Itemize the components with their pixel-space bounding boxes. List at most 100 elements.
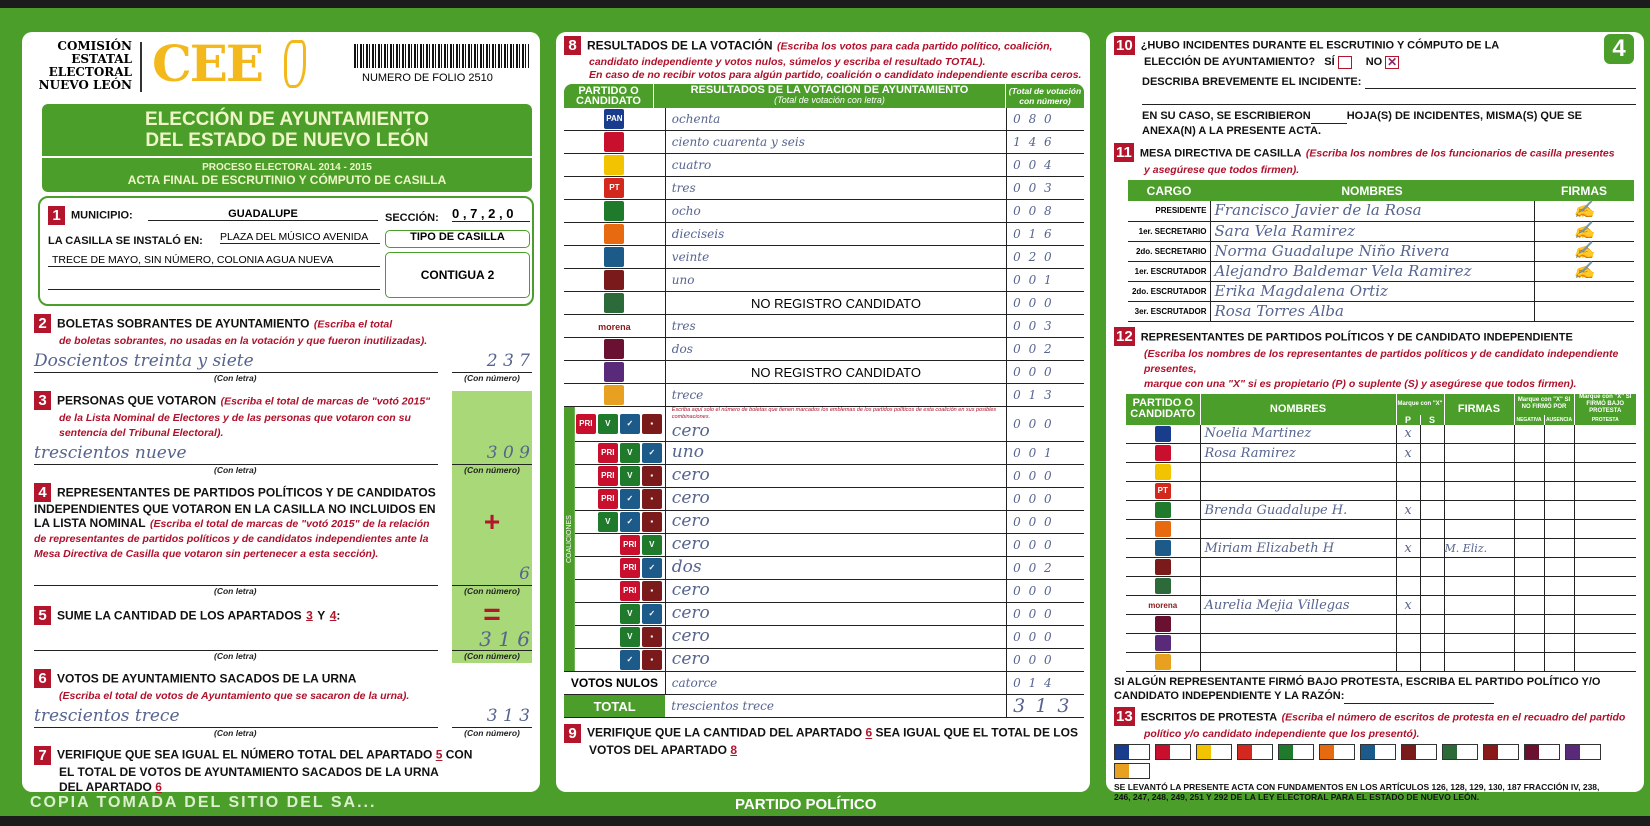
propietario-check[interactable] [1395,652,1420,672]
protest-box[interactable] [1401,744,1437,760]
protesta-check[interactable] [1573,424,1637,444]
rep-nombre-field[interactable] [1199,614,1396,634]
suma-numero-field[interactable]: 3 1 6 [452,628,532,651]
firma-field[interactable] [1533,281,1634,301]
suplente-check[interactable] [1419,576,1444,596]
votos-numero-field[interactable]: 0 8 0 [1006,108,1084,131]
rep-firma-field[interactable] [1443,576,1514,596]
negativa-check[interactable] [1513,557,1544,577]
negativa-check[interactable] [1513,519,1544,539]
propietario-check[interactable] [1395,557,1420,577]
votos-letra-field[interactable]: ochenta [665,108,1007,131]
propietario-check[interactable] [1395,481,1420,501]
rep-firma-field[interactable] [1443,633,1514,653]
votos-numero-field[interactable]: 0 0 4 [1006,153,1084,177]
rep-firma-field[interactable] [1443,652,1514,672]
propietario-check[interactable] [1395,633,1420,653]
firma-field[interactable]: ✍ [1533,241,1634,261]
protest-box[interactable] [1114,763,1150,779]
negativa-check[interactable] [1513,443,1544,463]
protesta-check[interactable] [1573,519,1637,539]
negativa-check[interactable] [1513,538,1544,558]
protest-box[interactable] [1196,744,1232,760]
ausencia-check[interactable] [1543,633,1575,653]
firma-field[interactable]: ✍ [1533,201,1634,221]
protest-box[interactable] [1278,744,1314,760]
rep-nombre-field[interactable] [1199,519,1396,539]
votos-letra-field[interactable]: cero [671,603,710,623]
ausencia-check[interactable] [1543,424,1575,444]
protest-box[interactable] [1565,744,1601,760]
rep-firma-field[interactable] [1443,500,1514,520]
votos-letra-field[interactable]: cero [671,649,710,669]
protest-box[interactable] [1237,744,1273,760]
votos-numero-field[interactable]: 0 0 2 [1006,337,1084,361]
rep-firma-field[interactable] [1443,557,1514,577]
propietario-check[interactable]: x [1395,424,1420,444]
urna-numero-field[interactable]: 3 1 3 [452,705,532,728]
nombre-field[interactable]: Alejandro Baldemar Vela Ramirez [1214,261,1472,280]
ausencia-check[interactable] [1543,576,1575,596]
suplente-check[interactable] [1419,538,1444,558]
suplente-check[interactable] [1419,652,1444,672]
votos-letra-field[interactable]: veinte [665,245,1007,269]
firma-field[interactable]: ✍ [1533,261,1634,281]
votos-numero-field[interactable]: 0 0 0 [1006,648,1084,672]
tipo-casilla-value[interactable]: CONTIGUA 2 [385,252,530,298]
votos-letra-field[interactable]: dieciseis [665,222,1007,246]
firma-field[interactable]: ✍ [1533,221,1634,241]
suplente-check[interactable] [1419,462,1444,482]
propietario-check[interactable] [1395,614,1420,634]
no-checkbox[interactable]: ✕ [1385,54,1400,69]
votos-letra-field[interactable]: cero [671,488,710,508]
rep-nombre-field[interactable] [1199,633,1396,653]
ausencia-check[interactable] [1543,500,1575,520]
rep-firma-field[interactable] [1443,519,1514,539]
suplente-check[interactable] [1419,443,1444,463]
protest-box[interactable] [1114,744,1150,760]
rep-nombre-field[interactable]: Noelia Martinez [1199,424,1396,444]
rep-nombre-field[interactable]: Rosa Ramirez [1199,443,1396,463]
protesta-field[interactable] [1344,689,1495,704]
protest-box[interactable] [1483,744,1519,760]
votos-letra-field[interactable]: tres [665,314,1007,338]
ausencia-check[interactable] [1543,519,1575,539]
propietario-check[interactable]: x [1395,500,1420,520]
suplente-check[interactable] [1419,481,1444,501]
rep-nombre-field[interactable] [1199,481,1396,501]
propietario-check[interactable] [1395,519,1420,539]
propietario-check[interactable]: x [1395,443,1420,463]
votos-numero-field[interactable]: 0 0 0 [1006,406,1084,442]
protesta-check[interactable] [1573,614,1637,634]
seccion-field[interactable]: 0 , 7 , 2 , 0 [452,206,530,222]
rep-nombre-field[interactable]: Miriam Elizabeth H [1199,538,1396,558]
votos-numero-field[interactable]: 0 0 1 [1006,441,1084,465]
votos-numero-field[interactable]: 0 0 0 [1006,602,1084,626]
protesta-check[interactable] [1573,576,1637,596]
urna-letra-field[interactable]: trescientos trece [34,705,438,728]
propietario-check[interactable]: x [1395,538,1420,558]
nombre-field[interactable]: Francisco Javier de la Rosa [1214,201,1422,220]
votos-numero-field[interactable]: 0 0 0 [1006,487,1084,511]
propietario-check[interactable]: x [1395,595,1420,615]
protest-box[interactable] [1319,744,1355,760]
votos-letra-field[interactable]: ocho [665,199,1007,223]
negativa-check[interactable] [1513,500,1544,520]
rep-firma-field[interactable]: M. Eliz. [1443,538,1514,558]
address-line-3[interactable] [48,276,380,290]
ausencia-check[interactable] [1543,652,1575,672]
votos-numero-field[interactable]: 0 0 0 [1006,533,1084,557]
negativa-check[interactable] [1513,481,1544,501]
protesta-check[interactable] [1573,462,1637,482]
votos-letra-field[interactable]: uno [671,442,704,462]
incidente-field[interactable] [1365,75,1636,89]
suplente-check[interactable] [1419,519,1444,539]
votos-letra-field[interactable]: cero [671,465,710,485]
protesta-check[interactable] [1573,595,1637,615]
nombre-field[interactable]: Sara Vela Ramirez [1214,221,1356,240]
rep-nombre-field[interactable]: Aurelia Mejia Villegas [1199,595,1396,615]
address-line-1[interactable]: PLAZA DEL MÚSICO AVENIDA [220,231,380,244]
votos-letra-field[interactable]: cero [671,421,710,441]
firma-field[interactable] [1533,301,1634,321]
votos-letra-field[interactable]: cero [671,626,710,646]
